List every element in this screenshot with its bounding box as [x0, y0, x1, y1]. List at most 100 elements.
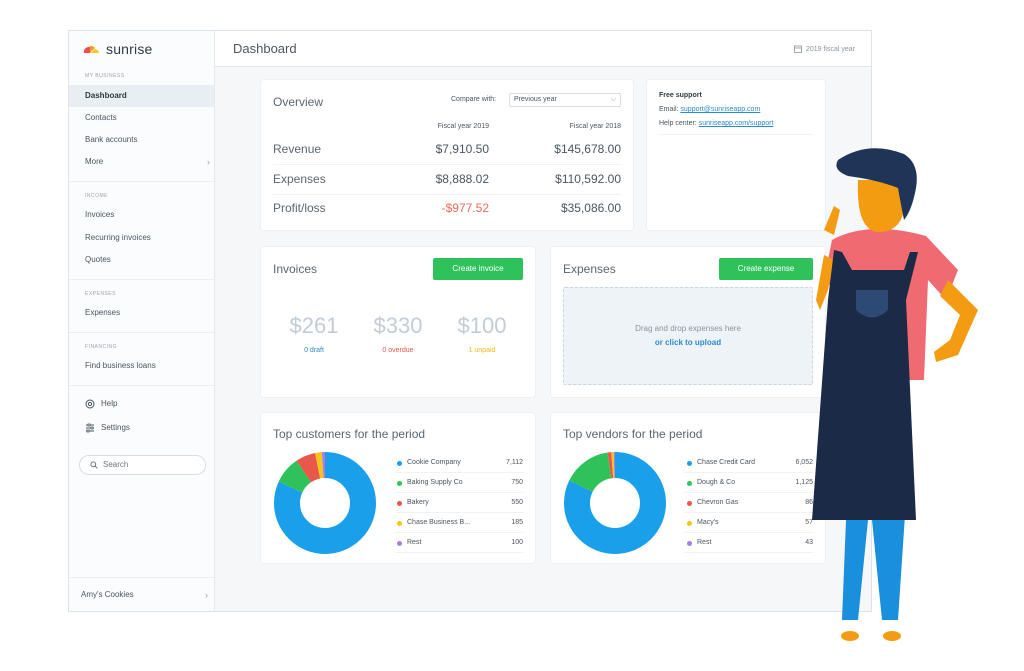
create-expense-button[interactable]: Create expense [719, 258, 813, 280]
divider [69, 332, 214, 333]
legend-value: 1,125 [795, 479, 813, 486]
brand-logo[interactable]: sunrise [83, 41, 153, 57]
sidebar-item-label: Bank accounts [85, 135, 138, 144]
expenses-2019: $8,888.02 [435, 172, 489, 186]
upload-link[interactable]: or click to upload [654, 338, 722, 347]
legend-row[interactable]: Baking Supply Co 750 [395, 473, 523, 493]
legend-dot-icon [397, 461, 402, 466]
legend-name: Cookie Company [407, 459, 461, 466]
legend-row[interactable]: Chevron Gas 86 [685, 493, 813, 513]
sidebar: sunrise MY BUSINESS Dashboard Contacts B… [69, 31, 215, 611]
sidebar-item-label: Dashboard [85, 91, 127, 100]
legend-dot-icon [687, 521, 692, 526]
legend-row[interactable]: Cookie Company 7,112 [395, 453, 523, 473]
sidebar-item-label: Find business loans [85, 361, 156, 370]
legend-value: 86 [805, 499, 813, 506]
legend-dot-icon [687, 461, 692, 466]
sidebar-item-find-business-loans[interactable]: Find business loans [69, 355, 214, 377]
support-email-link[interactable]: support@sunriseapp.com [680, 106, 761, 113]
revenue-2018: $145,678.00 [554, 142, 621, 156]
profit-loss-2018: $35,086.00 [560, 201, 621, 215]
calendar-icon [794, 45, 802, 53]
unpaid-amount[interactable]: $100 [457, 313, 507, 338]
expenses-label: Expenses [273, 172, 326, 186]
overview-card: Overview Compare with: Previous year ⌵ F… [261, 80, 633, 230]
sidebar-item-contacts[interactable]: Contacts [69, 107, 214, 129]
sidebar-item-invoices[interactable]: Invoices [69, 204, 214, 226]
legend-dot-icon [397, 501, 402, 506]
help-center-link[interactable]: sunriseapp.com/support [698, 120, 774, 127]
sidebar-item-bank-accounts[interactable]: Bank accounts [69, 129, 214, 151]
create-invoice-button[interactable]: Create invoice [433, 258, 523, 280]
search-input[interactable]: Search [79, 455, 206, 475]
account-switcher[interactable]: Amy's Cookies › [69, 577, 214, 611]
legend-value: 6,052 [795, 459, 813, 466]
legend-dot-icon [397, 481, 402, 486]
legend-value: 43 [805, 539, 813, 546]
compare-label: Compare with: [451, 96, 497, 103]
sidebar-item-help[interactable]: Help [69, 393, 214, 415]
legend-row[interactable]: Macy's 57 [685, 513, 813, 533]
legend-dot-icon [397, 541, 402, 546]
sidebar-item-settings[interactable]: Settings [69, 417, 214, 439]
fiscal-year-selector[interactable]: 2019 fiscal year [794, 45, 855, 53]
legend-row[interactable]: Bakery 550 [395, 493, 523, 513]
divider [273, 164, 621, 165]
revenue-2019: $7,910.50 [435, 142, 489, 156]
expense-dropzone[interactable]: Drag and drop expenses here or click to … [563, 287, 813, 385]
top-customers-title: Top customers for the period [273, 427, 426, 441]
legend-name: Macy's [697, 519, 719, 526]
compare-select-value: Previous year [514, 96, 557, 103]
legend-name: Rest [697, 539, 712, 546]
support-email-line: Email: support@sunriseapp.com [659, 106, 760, 113]
legend-row[interactable]: Dough & Co 1,125 [685, 473, 813, 493]
sidebar-item-recurring-invoices[interactable]: Recurring invoices [69, 227, 214, 249]
person-illustration [812, 148, 978, 641]
legend-value: 550 [511, 499, 523, 506]
section-label-my-business: MY BUSINESS [85, 73, 125, 79]
sidebar-item-more[interactable]: More › [69, 151, 214, 173]
sidebar-item-dashboard[interactable]: Dashboard [69, 85, 214, 107]
draft-amount[interactable]: $261 [289, 313, 339, 338]
vendors-donut-chart [564, 452, 666, 554]
invoices-title: Invoices [273, 262, 318, 276]
divider [69, 279, 214, 280]
sidebar-item-label: Contacts [85, 113, 117, 122]
overview-title: Overview [273, 95, 324, 109]
sidebar-item-label: Invoices [85, 210, 115, 219]
legend-name: Dough & Co [697, 479, 736, 486]
legend-row[interactable]: Rest 43 [685, 533, 813, 553]
expenses-2018: $110,592.00 [555, 172, 621, 186]
top-vendors-card: Top vendors for the period Chase Credit … [551, 413, 825, 563]
help-center-label: Help center: [659, 120, 697, 127]
chevron-down-icon: ⌵ [610, 96, 616, 103]
legend-dot-icon [687, 541, 692, 546]
legend-row[interactable]: Chase Credit Card 6,052 [685, 453, 813, 473]
draft-label: 0 draft [304, 347, 324, 354]
legend-value: 100 [511, 539, 523, 546]
chevron-right-icon: › [205, 590, 208, 600]
sidebar-item-quotes[interactable]: Quotes [69, 249, 214, 271]
divider [69, 385, 214, 386]
sidebar-item-expenses[interactable]: Expenses [69, 302, 214, 324]
chevron-right-icon: › [207, 157, 210, 167]
overdue-amount[interactable]: $330 [373, 313, 423, 338]
compare-select[interactable]: Previous year ⌵ [509, 93, 621, 107]
section-label-expenses: EXPENSES [85, 291, 116, 297]
expenses-title: Expenses [563, 262, 616, 276]
unpaid-label: 1 unpaid [468, 347, 496, 354]
email-label: Email: [659, 106, 679, 113]
sidebar-item-label: More [85, 157, 104, 166]
legend-row[interactable]: Rest 100 [395, 533, 523, 553]
search-icon [90, 461, 98, 469]
legend-row[interactable]: Chase Business B... 185 [395, 513, 523, 533]
app-window: sunrise MY BUSINESS Dashboard Contacts B… [68, 30, 872, 612]
top-customers-card: Top customers for the period Cookie Comp… [261, 413, 535, 563]
sidebar-item-label: Recurring invoices [85, 233, 151, 242]
section-label-financing: FINANCING [85, 344, 117, 350]
revenue-label: Revenue [273, 142, 322, 156]
legend-name: Chevron Gas [697, 499, 739, 506]
legend-name: Baking Supply Co [407, 479, 463, 486]
support-help-line: Help center: sunriseapp.com/support [659, 120, 773, 127]
top-vendors-title: Top vendors for the period [563, 427, 703, 441]
